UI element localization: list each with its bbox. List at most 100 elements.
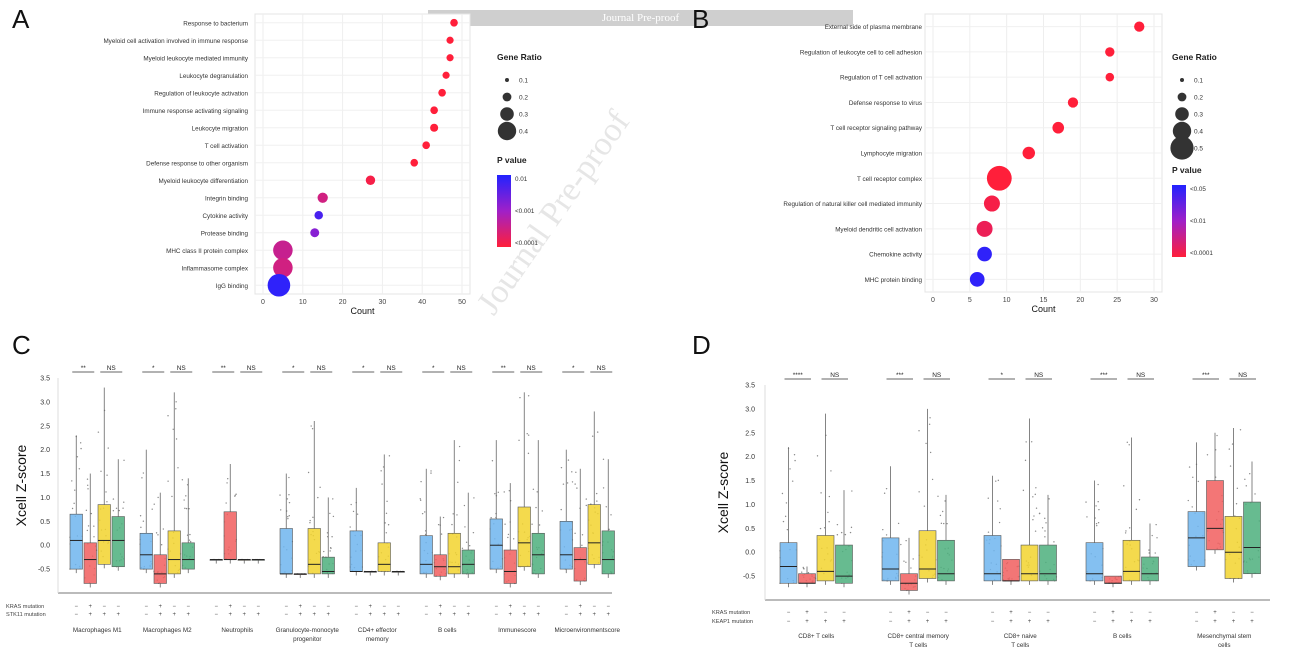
plot-c-jitter-point bbox=[491, 460, 494, 462]
plot-d-jitter-point bbox=[929, 417, 931, 419]
plot-d-jitter-point bbox=[1034, 530, 1037, 532]
plot-a-point-8 bbox=[410, 158, 419, 167]
plot-c-box bbox=[97, 504, 111, 565]
plot-d-category-label-2: CD8+ naive bbox=[1004, 633, 1038, 640]
plot-d-jitter-point bbox=[1085, 501, 1087, 503]
plot-a-point-14 bbox=[273, 257, 293, 278]
plot-c-box bbox=[279, 528, 293, 575]
plot-c-y-tick-1: 3.0 bbox=[40, 399, 50, 406]
plot-d-jitter-point bbox=[1245, 485, 1247, 487]
plot-b-size-legend-label-0: 0.1 bbox=[1194, 78, 1203, 85]
panel-label-d: D bbox=[692, 330, 711, 360]
plot-c-second-marker: + bbox=[326, 612, 330, 618]
plot-d-jitter-point bbox=[912, 558, 914, 560]
plot-c-jitter-point bbox=[384, 522, 386, 524]
plot-c-jitter-point bbox=[560, 466, 563, 469]
plot-d-jitter-point bbox=[1155, 523, 1157, 526]
plot-d-jitter-point bbox=[1254, 493, 1256, 495]
plot-b-point-1 bbox=[1105, 47, 1115, 57]
plot-c-jitter-point bbox=[469, 544, 471, 547]
plot-c-category-label-7: Microenvironmentscore bbox=[555, 627, 621, 634]
plot-d-kras-marker: − bbox=[787, 610, 791, 616]
plot-c-kras-marker: − bbox=[424, 604, 428, 610]
plot-c-kras-marker: + bbox=[578, 604, 582, 610]
plot-c-kras-marker: + bbox=[368, 604, 372, 610]
plot-c-y-tick-4: 1.5 bbox=[40, 471, 50, 478]
plot-c-jitter-point bbox=[473, 497, 475, 499]
plot-d-y-label: Xcell Z-score bbox=[715, 451, 731, 533]
plot-c-sig-label-2-1: NS bbox=[247, 365, 257, 372]
plot-d-kras-marker: − bbox=[842, 610, 846, 616]
plot-d-jitter-point bbox=[785, 502, 788, 504]
plot-c-jitter-point bbox=[527, 395, 530, 397]
plot-d-jitter-point bbox=[1197, 480, 1200, 483]
plot-c-jitter-point bbox=[421, 512, 424, 515]
plot-c-jitter-point bbox=[567, 459, 570, 461]
plot-c-second-marker: + bbox=[102, 612, 106, 618]
plot-c-box bbox=[503, 549, 517, 584]
plot-b-color-legend-title: P value bbox=[1172, 165, 1202, 175]
plot-d-jitter-point bbox=[1041, 527, 1044, 529]
plot-c-jitter-point bbox=[385, 532, 388, 534]
plot-d-jitter-point bbox=[918, 430, 920, 432]
plot-c-box bbox=[153, 554, 167, 584]
plot-c-kras-marker: − bbox=[116, 604, 120, 610]
plot-c-kras-marker: − bbox=[466, 604, 470, 610]
plot-d-category-label-4-cont: cells bbox=[1218, 642, 1231, 649]
plot-a-size-legend-dot-1 bbox=[502, 92, 512, 102]
plot-c-second-marker: − bbox=[354, 612, 358, 618]
plot-c-jitter-point bbox=[157, 496, 159, 499]
plot-d-kras-marker: − bbox=[889, 610, 893, 616]
plot-c-jitter-point bbox=[602, 487, 605, 489]
plot-a-x-tick-3: 30 bbox=[379, 299, 387, 306]
plot-c-second-marker: + bbox=[438, 612, 442, 618]
plot-d-box bbox=[1002, 559, 1020, 582]
plot-d-jitter-point bbox=[1188, 466, 1191, 468]
plot-c-kras-marker: − bbox=[284, 604, 288, 610]
plot-a-size-legend-dot-0 bbox=[505, 78, 509, 82]
plot-b-point-4 bbox=[1052, 121, 1065, 134]
plot-c-second-marker: + bbox=[228, 612, 232, 618]
plot-d-jitter-point bbox=[1126, 441, 1129, 443]
plot-c-box bbox=[517, 506, 531, 568]
plot-c-category-label-4-cont: memory bbox=[366, 636, 390, 643]
plot-c-kras-marker: − bbox=[396, 604, 400, 610]
plot-b-size-legend-dot-1 bbox=[1177, 92, 1187, 102]
plot-d-sig-label-4-0: *** bbox=[1202, 372, 1210, 379]
plot-a-size-legend-title: Gene Ratio bbox=[497, 52, 542, 62]
plot-d-jitter-point bbox=[1038, 512, 1041, 515]
plot-d-jitter-point bbox=[1148, 552, 1150, 554]
plot-b-size-legend-dot-4 bbox=[1170, 136, 1194, 160]
plot-a-category-label-12: Protease binding bbox=[201, 230, 249, 237]
plot-c-jitter-point bbox=[286, 498, 289, 500]
plot-c-kras-marker: − bbox=[536, 604, 540, 610]
plot-b-point-6 bbox=[986, 165, 1012, 191]
plot-d-kras-marker: − bbox=[991, 610, 995, 616]
plot-c-jitter-point bbox=[310, 425, 312, 427]
plot-c-jitter-point bbox=[71, 507, 74, 510]
plot-d-jitter-point bbox=[1154, 552, 1156, 554]
plot-c-box bbox=[461, 549, 475, 575]
plot-b-point-7 bbox=[983, 195, 1000, 212]
plot-c-jitter-point bbox=[123, 459, 125, 461]
plot-c-jitter-point bbox=[452, 513, 454, 515]
plot-c-jitter-point bbox=[610, 514, 612, 516]
plot-b-category-label-6: T cell receptor complex bbox=[857, 176, 923, 183]
plot-c-jitter-point bbox=[331, 536, 333, 538]
plot-d-jitter-point bbox=[827, 511, 829, 514]
plot-a-x-tick-1: 10 bbox=[299, 299, 307, 306]
plot-d-jitter-point bbox=[931, 478, 934, 481]
plot-c-jitter-point bbox=[532, 488, 535, 491]
plot-d-jitter-point bbox=[1148, 549, 1150, 551]
plot-c-second-marker: + bbox=[256, 612, 260, 618]
plot-c-jitter-point bbox=[183, 499, 185, 501]
plot-c-jitter-point bbox=[581, 534, 584, 536]
plot-c-kras-marker: − bbox=[452, 604, 456, 610]
plot-b-point-2 bbox=[1105, 72, 1115, 82]
plot-c-jitter-point bbox=[490, 517, 492, 519]
panel-label-b: B bbox=[692, 4, 710, 34]
plot-c-box bbox=[587, 504, 601, 565]
plot-c-jitter-point bbox=[78, 468, 81, 470]
plot-d-kras-marker: − bbox=[1130, 610, 1134, 616]
